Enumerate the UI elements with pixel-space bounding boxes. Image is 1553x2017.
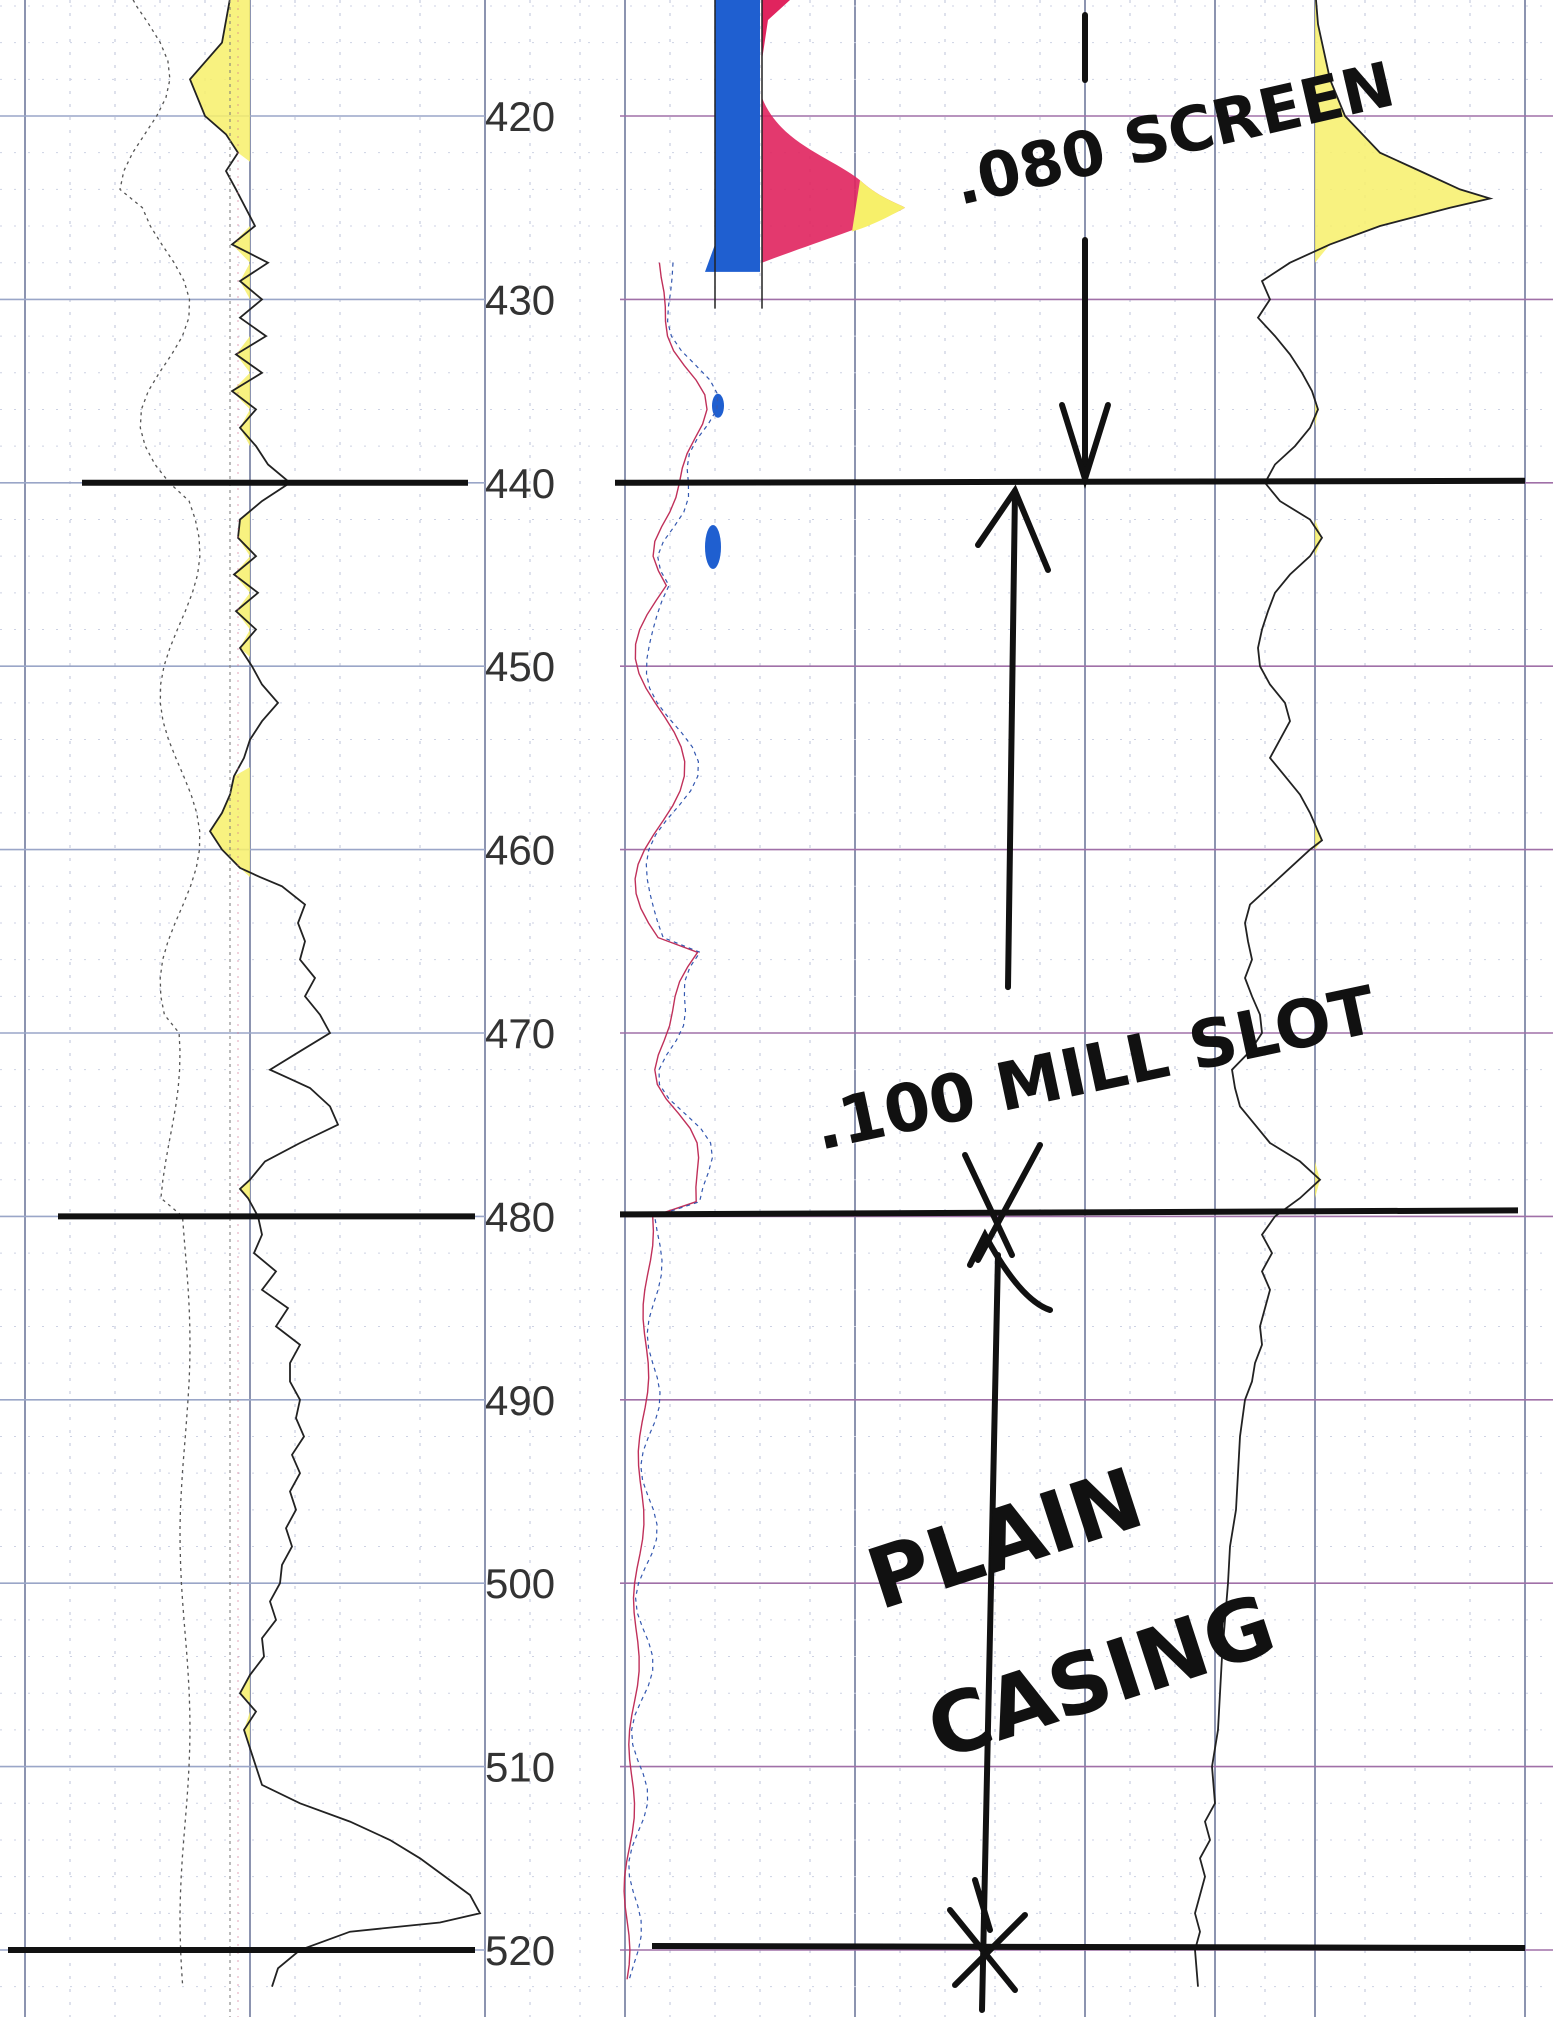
- yellow-fill-wedge-tip: [852, 180, 905, 232]
- yellow-fill-left: [232, 207, 250, 309]
- yellow-fill-right: [1315, 519, 1322, 593]
- yellow-fill-right: [1315, 822, 1322, 868]
- yellow-fill-left: [234, 510, 250, 657]
- depth-tick-label: 490: [485, 1377, 555, 1424]
- mid-track-blue-curve: [628, 262, 719, 1980]
- zone-boundaries: [8, 477, 1526, 1953]
- depth-tick-label: 500: [485, 1560, 555, 1607]
- depth-tick-label: 480: [485, 1193, 555, 1240]
- left-track-solid-curve: [188, 0, 482, 1987]
- interval-arrows: [947, 12, 1111, 2013]
- plain-casing-tick-bottom: [972, 1877, 993, 1933]
- screen-arrow-head: [1059, 402, 1111, 489]
- yellow-fill-left: [190, 0, 250, 162]
- yellow-fill-left: [240, 1161, 250, 1204]
- yellow-fill-left: [210, 767, 250, 878]
- blue-fill-block: [705, 0, 760, 272]
- depth-tick-label: 450: [485, 643, 555, 690]
- shaded-fills: [190, 0, 1490, 1767]
- right-track-solid-curve: [1194, 0, 1494, 1987]
- depth-tick-label: 510: [485, 1744, 555, 1791]
- mill-slot-annotation: .100 MILL SLOT: [807, 972, 1382, 1166]
- red-fill-upper: [762, 0, 790, 60]
- plain-casing-x-mark-bottom: [952, 1912, 1028, 1988]
- yellow-fill-left: [232, 336, 250, 465]
- yellow-fill-right: [1315, 0, 1490, 272]
- zone-boundary-line: [614, 477, 1526, 486]
- zone-boundary-line: [619, 1207, 1519, 1218]
- plain-casing-arrow-shaft: [979, 1252, 1001, 2013]
- depth-tick-label: 430: [485, 276, 555, 323]
- yellow-fill-right: [1315, 1152, 1320, 1208]
- zone-boundary-line: [651, 1943, 1526, 1951]
- left-track-dotted-curve: [119, 0, 201, 1987]
- mid-track-red-curve: [623, 262, 708, 1980]
- red-fill-wedge: [762, 97, 905, 263]
- mill-slot-arrow-head: [975, 484, 1051, 573]
- yellow-fill-left: [240, 1656, 250, 1703]
- depth-tick-label: 440: [485, 460, 555, 507]
- blue-blob: [712, 393, 724, 418]
- depth-tick-label: 420: [485, 93, 555, 140]
- depth-labels: 420 430 440 450 460 470 480 490 500 510 520: [485, 93, 555, 1974]
- plain-casing-x-mark-bottom: [947, 1907, 1018, 1993]
- depth-tick-label: 460: [485, 827, 555, 874]
- plain-annotation: PLAIN: [856, 1449, 1154, 1629]
- plain-casing-arrow-head-top: [967, 1228, 1053, 1313]
- depth-tick-label: 470: [485, 1010, 555, 1057]
- depth-tick-label: 520: [485, 1927, 555, 1974]
- casing-annotation: CASING: [916, 1575, 1286, 1779]
- log-curves: [119, 0, 1494, 2017]
- mill-slot-arrow-shaft: [1005, 487, 1018, 991]
- blue-blob: [705, 524, 721, 569]
- mill-slot-x-mark: [962, 1152, 1015, 1258]
